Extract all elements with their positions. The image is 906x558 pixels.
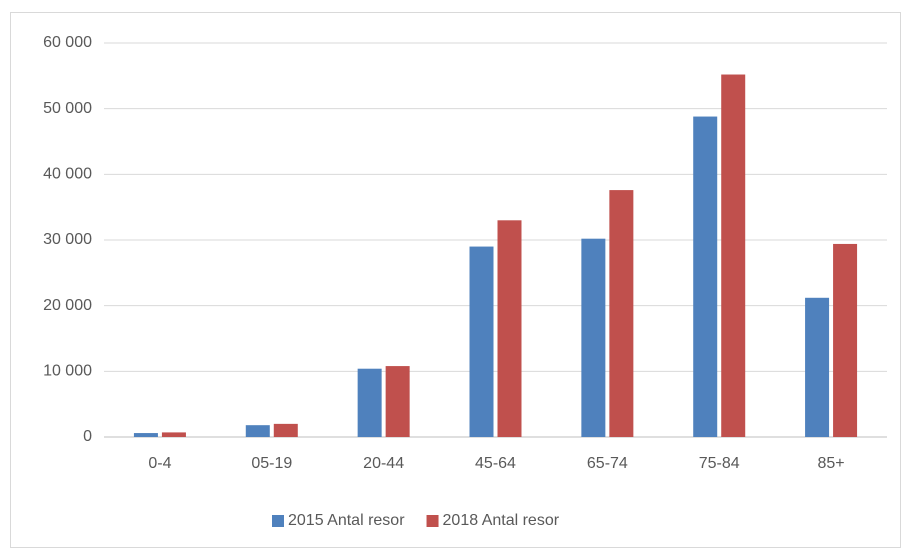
legend-swatch [272,515,284,527]
x-tick-label: 85+ [818,455,845,472]
y-tick-label: 50 000 [43,100,92,117]
bar [693,116,718,438]
y-tick-label: 0 [83,428,92,445]
y-tick-label: 60 000 [43,34,92,51]
bar [469,246,494,437]
legend-swatch [426,515,439,527]
bar [833,243,858,437]
bar [245,425,270,437]
y-tick-label: 10 000 [43,363,92,380]
bar [133,433,158,437]
legend-label: 2018 Antal resor [443,512,560,529]
bar [581,238,606,437]
bar [385,366,410,437]
x-tick-label: 45-64 [475,455,516,472]
x-tick-label: 75-84 [699,455,740,472]
y-tick-label: 20 000 [43,297,92,314]
x-tick-label: 05-19 [251,455,292,472]
bar [609,190,634,437]
bar [357,368,382,437]
legend-label: 2015 Antal resor [288,512,405,529]
bar [721,74,746,438]
bar [273,423,298,437]
chart-border [10,12,901,548]
bar [497,220,522,437]
x-tick-label: 0-4 [148,455,171,472]
bar [161,432,186,437]
y-tick-label: 40 000 [43,166,92,183]
x-tick-label: 20-44 [363,455,404,472]
bar [805,297,830,437]
y-tick-label: 30 000 [43,231,92,248]
x-tick-label: 65-74 [587,455,628,472]
